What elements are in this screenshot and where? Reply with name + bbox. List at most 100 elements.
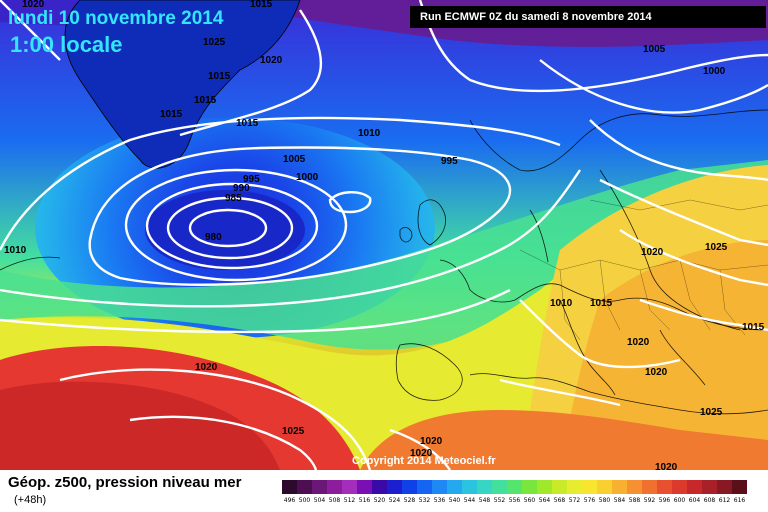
- color-scale-cell: [387, 480, 402, 494]
- isobar-label: 985: [225, 193, 242, 204]
- weather-map: 1020 1015 1025 1015 1015 1020 1015 1010 …: [0, 0, 768, 470]
- isobar-label: 1020: [420, 436, 443, 447]
- color-scale-tick: 584: [613, 497, 626, 504]
- model-run-banner: Run ECMWF 0Z du samedi 8 novembre 2014: [410, 6, 766, 28]
- isobar-label: 1020: [645, 367, 668, 378]
- color-scale-cell: [327, 480, 342, 494]
- forecast-time: 1:00 locale: [10, 32, 123, 57]
- color-scale-cell: [507, 480, 522, 494]
- color-scale-cell: [282, 480, 297, 494]
- color-scale-tick: 552: [493, 497, 506, 504]
- country-borders: [519, 199, 768, 341]
- isobar-label: 995: [243, 174, 260, 185]
- color-scale-tick: 560: [523, 497, 536, 504]
- color-scale-cell: [552, 480, 567, 494]
- color-scale-cell: [717, 480, 732, 494]
- color-scale-tick: 612: [718, 497, 731, 504]
- color-scale-tick: 520: [373, 497, 386, 504]
- color-scale-cell: [657, 480, 672, 494]
- color-scale-cell: [357, 480, 372, 494]
- color-scale-tick: 600: [673, 497, 686, 504]
- color-scale-tick: 616: [733, 497, 746, 504]
- color-scale: [282, 480, 747, 494]
- isobar-label: 1015: [208, 71, 231, 82]
- color-scale-cell: [492, 480, 507, 494]
- color-scale-tick: 516: [358, 497, 371, 504]
- color-scale-tick: 548: [478, 497, 491, 504]
- color-scale-cell: [672, 480, 687, 494]
- color-scale-tick: 544: [463, 497, 476, 504]
- color-scale-tick: 596: [658, 497, 671, 504]
- isobar-label: 1000: [703, 66, 726, 77]
- legend-title: Géop. z500, pression niveau mer: [8, 474, 242, 491]
- color-scale-cell: [732, 480, 747, 494]
- color-scale-ticks: 496 500 504 508 512 516 520 524 528 532 536 540 544 5…: [282, 497, 747, 504]
- isobar-label: 1025: [700, 407, 723, 418]
- isobar-label: 1020: [260, 55, 283, 66]
- color-scale-cell: [312, 480, 327, 494]
- isobar-label: 1020: [655, 462, 678, 470]
- isobar-label: 1010: [4, 245, 27, 256]
- color-scale-cell: [462, 480, 477, 494]
- isobar-label: 1010: [358, 128, 381, 139]
- isobar-label: 1025: [705, 242, 728, 253]
- isobar-label: 1015: [160, 109, 183, 120]
- color-scale-tick: 564: [538, 497, 551, 504]
- color-scale-cell: [612, 480, 627, 494]
- isobar-lines: [0, 0, 768, 470]
- legend-subtitle: (+48h): [14, 494, 47, 506]
- isobar-label: 1005: [643, 44, 666, 55]
- isobar-labels: 1020 1015 1025 1015 1015 1020 1015 1010 …: [4, 0, 765, 470]
- color-scale-cell: [372, 480, 387, 494]
- isobar-label: 1015: [194, 95, 217, 106]
- isobar-label: 1005: [283, 154, 306, 165]
- isobar-label: 980: [205, 232, 222, 243]
- color-scale-tick: 512: [343, 497, 356, 504]
- color-scale-cell: [342, 480, 357, 494]
- isobar-label: 1025: [282, 426, 305, 437]
- color-scale-cell: [582, 480, 597, 494]
- color-scale-cell: [537, 480, 552, 494]
- color-scale-tick: 524: [388, 497, 401, 504]
- color-scale-tick: 604: [688, 497, 701, 504]
- color-scale-cell: [402, 480, 417, 494]
- color-scale-tick: 572: [568, 497, 581, 504]
- forecast-date: lundi 10 novembre 2014: [8, 8, 224, 29]
- isobar-label: 1010: [550, 298, 573, 309]
- color-scale-tick: 500: [298, 497, 311, 504]
- color-scale-tick: 536: [433, 497, 446, 504]
- isobar-label: 1015: [590, 298, 613, 309]
- color-scale-tick: 496: [283, 497, 296, 504]
- isobar-label: 990: [233, 183, 250, 194]
- color-scale-tick: 556: [508, 497, 521, 504]
- color-scale-tick: 532: [418, 497, 431, 504]
- legend-footer: Géop. z500, pression niveau mer (+48h) 4…: [0, 470, 768, 512]
- greenland: [64, 0, 301, 169]
- isobar-label: 1015: [250, 0, 273, 10]
- color-scale-tick: 608: [703, 497, 716, 504]
- isobar-label: 1015: [236, 118, 259, 129]
- isobar-label: 1015: [742, 322, 765, 333]
- color-scale-tick: 540: [448, 497, 461, 504]
- color-scale-tick: 508: [328, 497, 341, 504]
- isobar-label: 1025: [203, 37, 226, 48]
- isobar-label: 1000: [296, 172, 319, 183]
- color-scale-tick: 576: [583, 497, 596, 504]
- color-scale-cell: [297, 480, 312, 494]
- color-scale-cell: [702, 480, 717, 494]
- color-scale-tick: 592: [643, 497, 656, 504]
- isobar-label: 1020: [22, 0, 45, 10]
- copyright-text: Copyright 2014 Meteociel.fr: [352, 455, 496, 467]
- color-scale-cell: [567, 480, 582, 494]
- color-scale-cell: [642, 480, 657, 494]
- color-scale-cell: [687, 480, 702, 494]
- color-scale-tick: 568: [553, 497, 566, 504]
- ridge-band: [0, 160, 768, 350]
- color-scale-cell: [522, 480, 537, 494]
- isobar-label: 995: [441, 156, 458, 167]
- isobar-label: 1020: [195, 362, 218, 373]
- isobar-label: 1020: [627, 337, 650, 348]
- color-scale-tick: 588: [628, 497, 641, 504]
- color-scale-cell: [627, 480, 642, 494]
- color-scale-cell: [432, 480, 447, 494]
